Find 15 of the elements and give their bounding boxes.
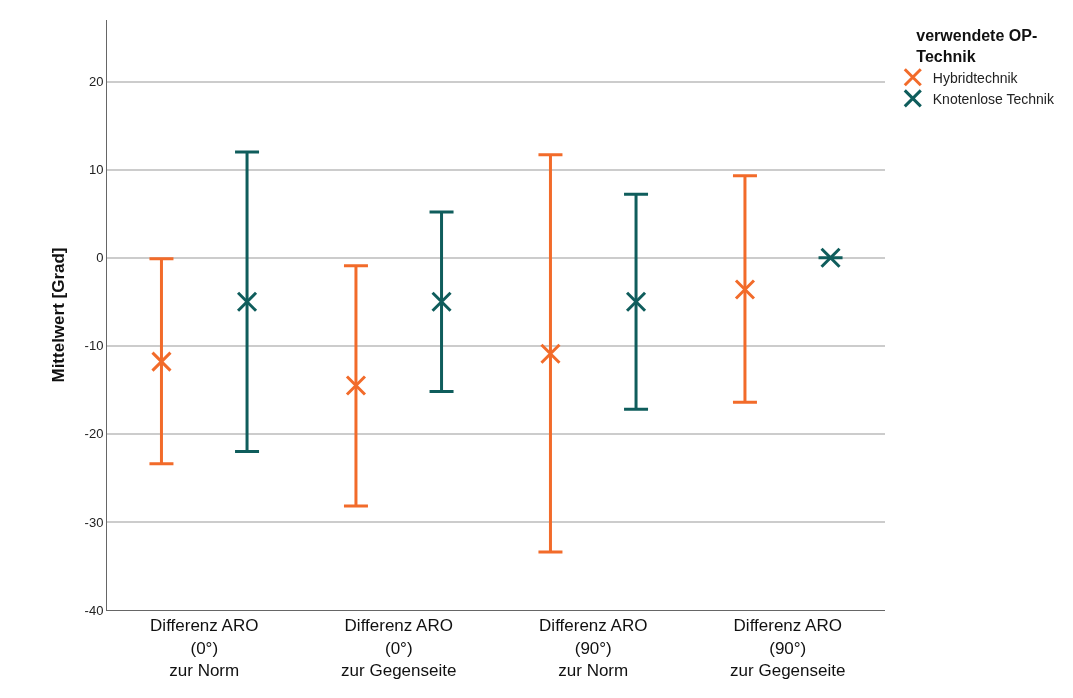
x-tick-label: Differenz ARO (0°) zur Norm — [150, 616, 259, 680]
legend-label: Knotenlose Technik — [932, 90, 1055, 107]
legend-title: verwendete OP-Technik — [916, 26, 1038, 65]
y-tick-label: -10 — [84, 338, 104, 354]
y-tick-label: 0 — [96, 250, 104, 266]
x-tick-label: Differenz ARO (0°) zur Gegenseite — [341, 616, 457, 680]
y-axis-title: Mittelwert [Grad] — [49, 247, 69, 383]
y-tick-label: -20 — [84, 426, 104, 442]
y-tick-label: -30 — [84, 514, 104, 530]
y-tick-label: -40 — [84, 602, 104, 618]
legend-label: Hybridtechnik — [932, 69, 1019, 86]
x-tick-label: Differenz ARO (90°) zur Norm — [539, 616, 648, 680]
y-tick-label: 10 — [88, 162, 104, 178]
x-tick-label: Differenz ARO (90°) zur Gegenseite — [730, 616, 846, 680]
y-tick-label: 20 — [88, 74, 104, 90]
